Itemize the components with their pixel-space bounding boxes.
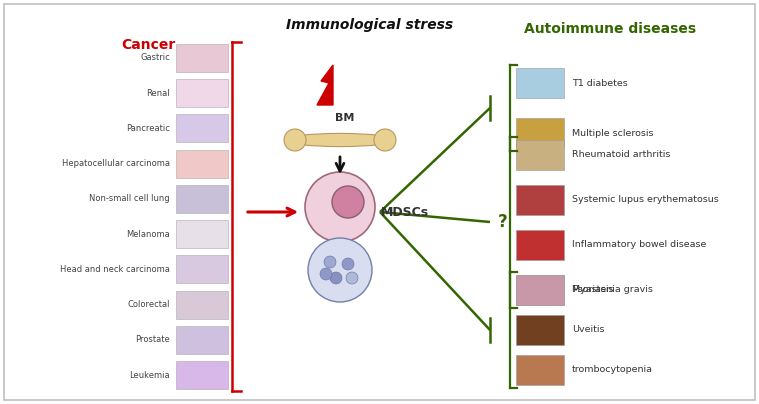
- Ellipse shape: [374, 129, 396, 151]
- Text: Multiple sclerosis: Multiple sclerosis: [572, 128, 653, 137]
- Text: Systemic lupus erythematosus: Systemic lupus erythematosus: [572, 195, 719, 204]
- Text: Rheumatoid arthritis: Rheumatoid arthritis: [572, 150, 670, 159]
- Text: Hepatocellular carcinoma: Hepatocellular carcinoma: [62, 159, 170, 168]
- Bar: [516, 185, 564, 215]
- Bar: [176, 220, 228, 248]
- Bar: [516, 315, 564, 345]
- Text: Prostate: Prostate: [135, 335, 170, 344]
- Text: Colorectal: Colorectal: [128, 300, 170, 309]
- Bar: [176, 114, 228, 143]
- Text: trombocytopenia: trombocytopenia: [572, 366, 653, 375]
- Ellipse shape: [284, 129, 306, 151]
- Bar: [176, 79, 228, 107]
- Text: ?: ?: [498, 213, 508, 231]
- Text: Uveitis: Uveitis: [572, 326, 604, 335]
- Circle shape: [342, 258, 354, 270]
- Bar: [176, 361, 228, 389]
- Circle shape: [308, 238, 372, 302]
- Text: Melanoma: Melanoma: [126, 229, 170, 239]
- Circle shape: [305, 172, 375, 242]
- Text: MDSCs: MDSCs: [381, 206, 429, 219]
- Text: Cancer: Cancer: [121, 38, 175, 52]
- Text: Gastric: Gastric: [140, 53, 170, 63]
- Bar: [516, 274, 564, 305]
- Bar: [176, 149, 228, 178]
- Text: Non-small cell lung: Non-small cell lung: [90, 194, 170, 203]
- Bar: [516, 139, 564, 170]
- Text: BM: BM: [335, 113, 354, 123]
- Text: Immunological stress: Immunological stress: [286, 18, 454, 32]
- Text: Myastenia gravis: Myastenia gravis: [572, 286, 653, 295]
- Ellipse shape: [285, 133, 395, 147]
- Circle shape: [332, 186, 364, 218]
- Text: Pancreatic: Pancreatic: [126, 124, 170, 133]
- Text: Autoimmune diseases: Autoimmune diseases: [524, 22, 696, 36]
- Bar: [516, 229, 564, 259]
- Circle shape: [330, 272, 342, 284]
- Text: Leukemia: Leukemia: [129, 370, 170, 379]
- Text: Renal: Renal: [146, 89, 170, 98]
- Polygon shape: [317, 65, 333, 105]
- Text: Psoriasis: Psoriasis: [572, 285, 613, 294]
- Bar: [516, 275, 564, 305]
- Bar: [176, 326, 228, 354]
- Circle shape: [324, 256, 336, 268]
- Text: T1 diabetes: T1 diabetes: [572, 78, 628, 88]
- Bar: [516, 355, 564, 385]
- Bar: [176, 185, 228, 213]
- Bar: [516, 68, 564, 98]
- Bar: [516, 118, 564, 148]
- Circle shape: [320, 268, 332, 280]
- Bar: [176, 290, 228, 319]
- Bar: [176, 44, 228, 72]
- Text: Inflammatory bowel disease: Inflammatory bowel disease: [572, 240, 707, 249]
- Circle shape: [346, 272, 358, 284]
- Bar: [176, 255, 228, 283]
- Text: Head and neck carcinoma: Head and neck carcinoma: [60, 265, 170, 274]
